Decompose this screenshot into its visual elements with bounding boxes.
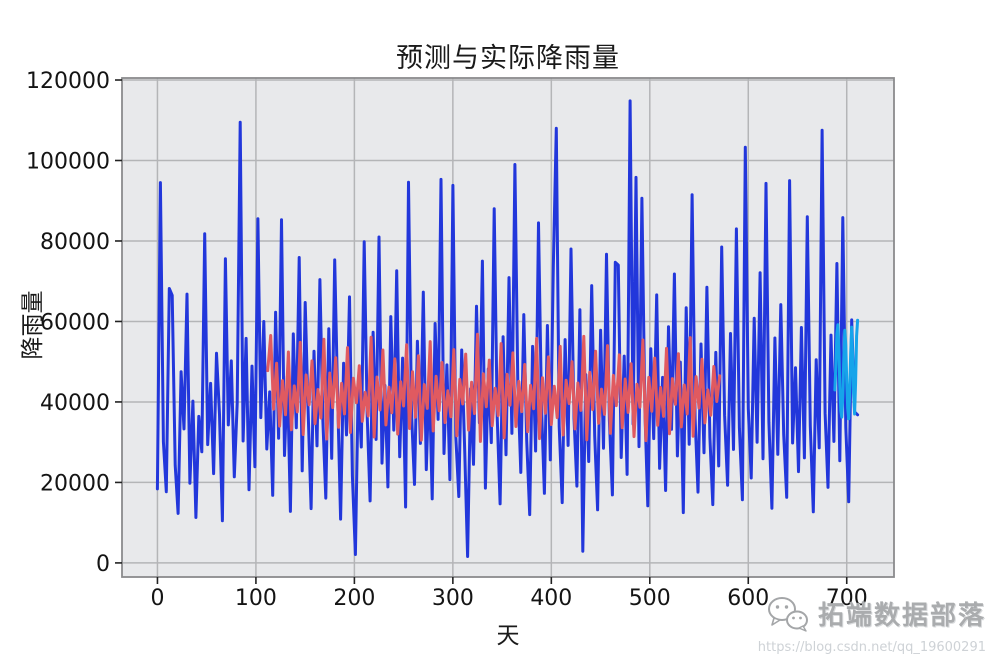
- chart-title: 预测与实际降雨量: [396, 43, 620, 74]
- y-tick-label: 120000: [26, 69, 110, 94]
- watermark: 拓端数据部落 https://blog.csdn.net/qq_19600291: [758, 594, 986, 655]
- wechat-icon: [766, 594, 810, 638]
- x-tick-label: 600: [727, 586, 769, 611]
- x-tick-label: 300: [432, 586, 474, 611]
- y-tick-label: 100000: [26, 149, 110, 174]
- x-tick-label: 0: [150, 586, 164, 611]
- x-tick-label: 400: [530, 586, 572, 611]
- series-cyan-forecast-rainfall: [833, 318, 860, 421]
- x-tick-label: 100: [235, 586, 277, 611]
- watermark-url-text: https://blog.csdn.net/qq_19600291: [757, 639, 986, 655]
- y-tick-label: 40000: [40, 391, 110, 416]
- y-tick-label: 0: [96, 552, 110, 577]
- plot-border: [121, 77, 895, 578]
- x-tick-label: 500: [629, 586, 671, 611]
- y-tick-label: 60000: [40, 310, 110, 335]
- x-axis-label: 天: [496, 623, 520, 649]
- watermark-brand-text: 拓端数据部落: [817, 600, 986, 631]
- series-red-fitted-rainfall: [266, 332, 722, 443]
- y-tick-label: 80000: [40, 230, 110, 255]
- y-tick-label: 20000: [40, 471, 110, 496]
- y-axis-label: 降雨量: [20, 290, 46, 360]
- x-tick-label: 700: [826, 586, 868, 611]
- x-tick-label: 200: [333, 586, 375, 611]
